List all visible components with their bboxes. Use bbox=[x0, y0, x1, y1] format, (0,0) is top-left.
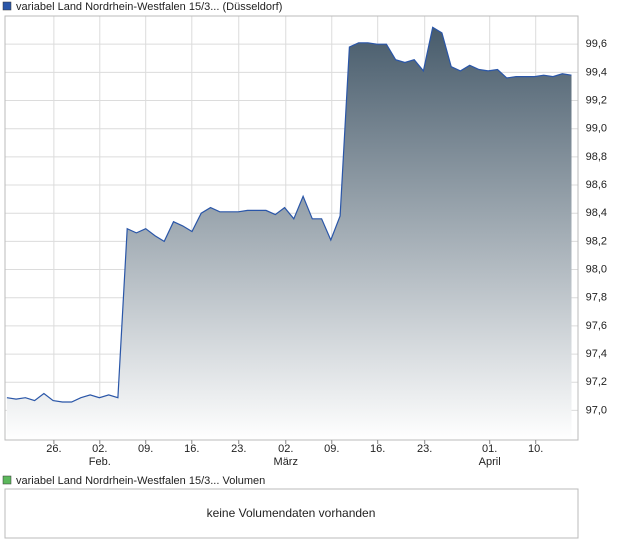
y-tick-label: 98,8 bbox=[586, 151, 607, 163]
y-tick-label: 98,2 bbox=[586, 235, 607, 247]
y-tick-label: 97,6 bbox=[586, 320, 607, 332]
y-tick-label: 97,4 bbox=[586, 348, 607, 360]
legend-swatch bbox=[2, 1, 12, 11]
x-tick-label: 09. bbox=[138, 443, 153, 455]
x-tick-label: 02. bbox=[278, 443, 293, 455]
legend-swatch bbox=[2, 475, 12, 485]
plot-border bbox=[4, 15, 579, 441]
y-tick-label: 97,0 bbox=[586, 404, 607, 416]
month-label: April bbox=[479, 456, 501, 468]
y-tick-label: 99,2 bbox=[586, 94, 607, 106]
x-tick-label: 23. bbox=[417, 443, 432, 455]
y-tick-label: 98,6 bbox=[586, 179, 607, 191]
y-tick-label: 98,0 bbox=[586, 263, 607, 275]
month-label: März bbox=[274, 456, 298, 468]
volume-legend-label: variabel Land Nordrhein-Westfalen 15/3..… bbox=[16, 475, 265, 487]
month-label: Feb. bbox=[89, 456, 111, 468]
y-tick-label: 99,6 bbox=[586, 38, 607, 50]
y-tick-label: 98,4 bbox=[586, 207, 607, 219]
x-tick-label: 02. bbox=[92, 443, 107, 455]
y-tick-label: 97,8 bbox=[586, 292, 607, 304]
y-tick-label: 99,4 bbox=[586, 66, 607, 78]
x-tick-label: 01. bbox=[482, 443, 497, 455]
y-tick-label: 99,0 bbox=[586, 123, 607, 135]
line bbox=[6, 26, 572, 403]
volume-panel bbox=[4, 488, 579, 539]
x-tick-label: 16. bbox=[184, 443, 199, 455]
volume-message: keine Volumendaten vorhanden bbox=[207, 506, 376, 520]
y-tick-label: 97,2 bbox=[586, 376, 607, 388]
x-tick-label: 10. bbox=[528, 443, 543, 455]
x-tick-label: 23. bbox=[231, 443, 246, 455]
area bbox=[6, 27, 572, 441]
legend-label: variabel Land Nordrhein-Westfalen 15/3..… bbox=[16, 1, 282, 13]
x-tick-label: 26. bbox=[46, 443, 61, 455]
x-tick-label: 16. bbox=[370, 443, 385, 455]
x-tick-label: 09. bbox=[324, 443, 339, 455]
